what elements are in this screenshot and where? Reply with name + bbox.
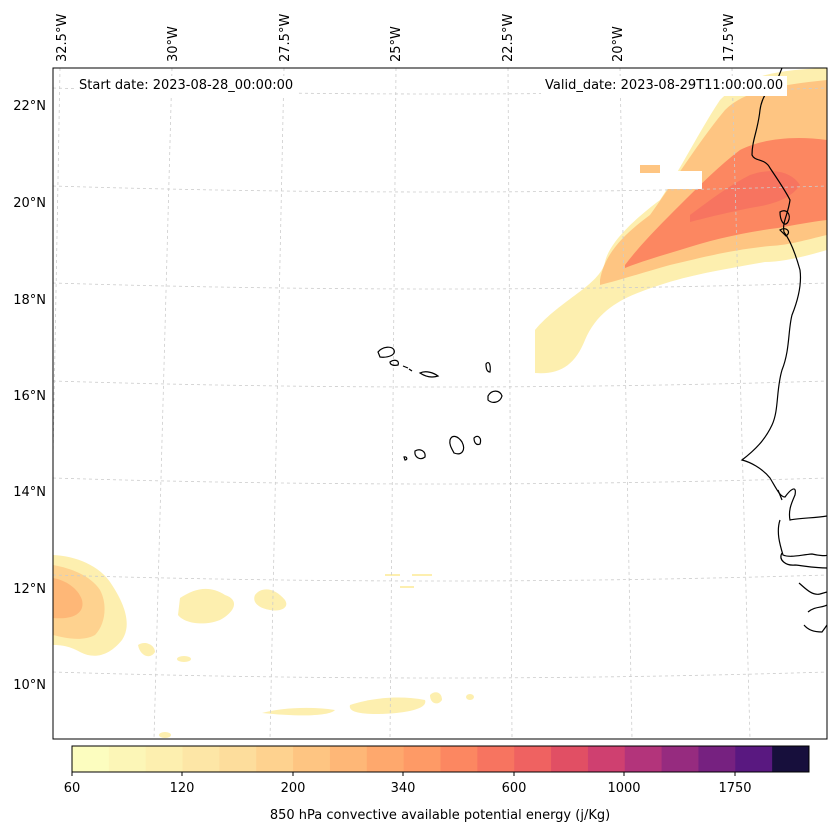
colorbar-frame bbox=[71, 745, 810, 773]
island-fogo bbox=[414, 449, 426, 460]
cape-field bbox=[53, 68, 827, 738]
colorbar-tick: 120 bbox=[169, 781, 195, 796]
colorbar-swatch bbox=[477, 746, 515, 772]
colorbar-swatch bbox=[108, 746, 147, 772]
island-santo-antao bbox=[377, 346, 395, 358]
colorbar-swatch bbox=[698, 746, 736, 772]
coastline bbox=[377, 68, 827, 633]
colorbar-swatch bbox=[145, 746, 184, 772]
map-frame bbox=[52, 67, 828, 740]
lat-label: 20°N bbox=[13, 196, 46, 211]
colorbar-swatch bbox=[772, 746, 810, 772]
island-santiago bbox=[449, 435, 465, 455]
lon-label: 25°W bbox=[389, 26, 404, 62]
lat-label: 14°N bbox=[13, 485, 46, 500]
colorbar-swatch bbox=[256, 746, 294, 772]
island-boa-vista bbox=[487, 390, 503, 403]
lon-label: 27.5°W bbox=[278, 14, 293, 62]
colorbar-tick: 600 bbox=[501, 781, 527, 796]
colorbar-tick: 340 bbox=[390, 781, 416, 796]
lon-label: 22.5°W bbox=[501, 14, 516, 62]
island-sal bbox=[485, 361, 491, 373]
start-date: Start date: 2023-08-28_00:00:00 bbox=[75, 76, 298, 96]
colorbar-swatch bbox=[440, 746, 478, 772]
colorbar-tick: 1000 bbox=[607, 781, 641, 796]
colorbar-swatch bbox=[293, 746, 331, 772]
lon-label: 20°W bbox=[611, 26, 626, 62]
lat-label: 10°N bbox=[13, 678, 46, 693]
colorbar-swatch bbox=[182, 746, 220, 772]
island-sao-vicente bbox=[389, 359, 399, 366]
colorbar-tick: 200 bbox=[280, 781, 306, 796]
africa-coast bbox=[740, 68, 827, 521]
colorbar-swatch bbox=[587, 746, 626, 772]
island-brava bbox=[403, 456, 408, 461]
colorbar-tick: 1750 bbox=[718, 781, 752, 796]
lat-label: 22°N bbox=[13, 99, 46, 114]
colorbar-swatch bbox=[624, 746, 663, 772]
lat-label: 16°N bbox=[13, 389, 46, 404]
lon-label: 17.5°W bbox=[722, 14, 737, 62]
cape-plume-peak bbox=[690, 171, 800, 222]
colorbar-swatch bbox=[661, 746, 699, 772]
colorbar-label: 850 hPa convective available potential e… bbox=[269, 808, 611, 823]
colorbar-swatch bbox=[551, 746, 589, 772]
colorbar-swatch bbox=[72, 746, 110, 772]
lat-label: 18°N bbox=[13, 293, 46, 308]
island-maio bbox=[473, 435, 482, 446]
colorbar-tick: 60 bbox=[63, 781, 81, 796]
colorbar-swatch bbox=[366, 746, 405, 772]
colorbar-swatch bbox=[514, 746, 552, 772]
valid-date: Valid_date: 2023-08-29T11:00:00.00 bbox=[541, 76, 788, 96]
colorbar-swatch bbox=[329, 746, 368, 772]
colorbar bbox=[71, 745, 810, 776]
colorbar-swatch bbox=[403, 746, 441, 772]
colorbar-swatch bbox=[219, 746, 257, 772]
lon-label: 30°W bbox=[166, 26, 181, 62]
island-sao-nicolau bbox=[418, 371, 440, 378]
colorbar-swatch bbox=[735, 746, 773, 772]
lat-label: 12°N bbox=[13, 582, 46, 597]
lon-label: 32.5°W bbox=[55, 14, 70, 62]
missing-patch bbox=[652, 171, 702, 189]
